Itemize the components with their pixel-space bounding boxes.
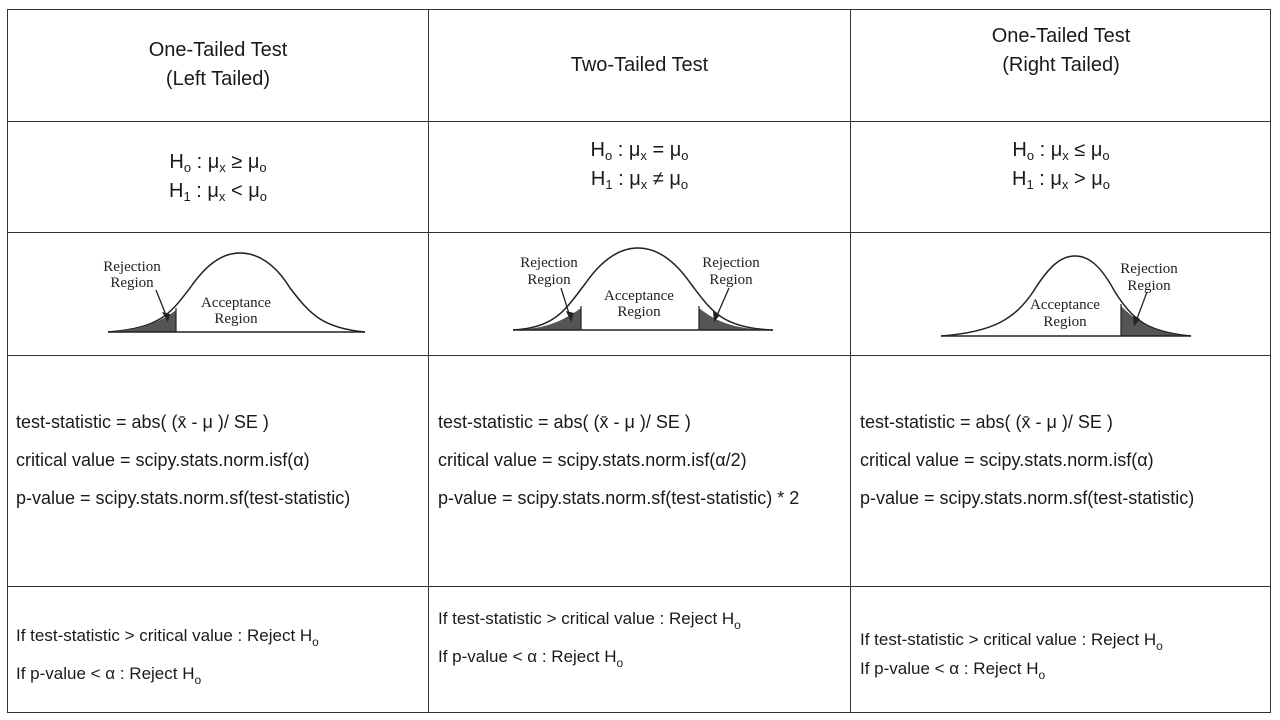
table-border-left (7, 9, 8, 713)
table-border-top (7, 9, 1271, 10)
table-border-right (1270, 9, 1271, 713)
reject-rule-p-value: If p-value < α : Reject Ho (16, 664, 202, 687)
rejection-label: Region (1127, 278, 1171, 294)
rejection-region-shade (1121, 306, 1191, 336)
hypotheses-cell-right: Ho : μx ≤ μo H1 : μx > μo (851, 136, 1271, 194)
rejection-arrow-head (566, 311, 574, 322)
header-cell-two-tailed: Two-Tailed Test (429, 51, 850, 80)
rejection-region-shade (513, 308, 581, 330)
p-value-formula: p-value = scipy.stats.norm.sf(test-stati… (16, 488, 351, 508)
table-border-bottom (7, 712, 1271, 713)
alternative-hypothesis: H1 : μx ≠ μo (590, 168, 689, 192)
formulas-cell-two: test-statistic = abs( (x̄ - μ )/ SE ) cr… (438, 412, 848, 526)
reject-rule-critical: If test-statistic > critical value : Rej… (860, 630, 1163, 653)
decision-cell-right: If test-statistic > critical value : Rej… (860, 630, 1268, 682)
two-tailed-distribution-diagram: Rejection Region Acceptance Region Rejec… (512, 247, 774, 331)
acceptance-label: Region (214, 311, 258, 327)
null-hypothesis: Ho : μx = μo (590, 139, 689, 163)
reject-rule-critical: If test-statistic > critical value : Rej… (16, 626, 319, 649)
rejection-label: Rejection (103, 259, 161, 275)
acceptance-label: Region (617, 304, 661, 320)
header-subtitle: (Left Tailed) (165, 68, 271, 90)
distribution-curve (107, 252, 366, 333)
rejection-label: Region (110, 275, 154, 291)
rejection-label: Region (527, 272, 571, 288)
rejection-label: Rejection (1120, 261, 1178, 277)
header-cell-right-tailed: One-Tailed Test (Right Tailed) (851, 22, 1271, 80)
column-divider (850, 9, 851, 713)
formulas-cell-right: test-statistic = abs( (x̄ - μ )/ SE ) cr… (860, 412, 1268, 526)
decision-cell-left: If test-statistic > critical value : Rej… (16, 626, 426, 687)
alternative-hypothesis: H1 : μx < μo (169, 180, 267, 204)
critical-value-formula: critical value = scipy.stats.norm.isf(α) (860, 450, 1154, 470)
rejection-arrow-head (1133, 315, 1140, 326)
test-statistic-formula: test-statistic = abs( (x̄ - μ )/ SE ) (860, 412, 1113, 432)
critical-value-formula: critical value = scipy.stats.norm.isf(α) (16, 450, 310, 470)
test-statistic-formula: test-statistic = abs( (x̄ - μ )/ SE ) (16, 412, 269, 432)
row-divider (7, 355, 1271, 356)
left-tailed-distribution-diagram: Rejection Region Acceptance Region (103, 252, 366, 333)
header-title: One-Tailed Test (991, 25, 1131, 47)
decision-cell-two: If test-statistic > critical value : Rej… (438, 609, 848, 670)
header-title: Two-Tailed Test (570, 54, 709, 76)
reject-rule-p-value: If p-value < α : Reject Ho (438, 647, 624, 670)
rejection-arrow-head (162, 312, 170, 322)
row-divider (7, 232, 1271, 233)
reject-rule-critical: If test-statistic > critical value : Rej… (438, 609, 741, 632)
header-title: One-Tailed Test (148, 39, 288, 61)
rejection-arrow-head (713, 311, 720, 322)
acceptance-label: Acceptance (201, 295, 271, 311)
rejection-label: Region (709, 272, 753, 288)
null-hypothesis: Ho : μx ≥ μo (169, 151, 267, 175)
p-value-formula: p-value = scipy.stats.norm.sf(test-stati… (860, 488, 1195, 508)
formulas-cell-left: test-statistic = abs( (x̄ - μ )/ SE ) cr… (16, 412, 426, 526)
row-divider (7, 121, 1271, 122)
critical-value-formula: critical value = scipy.stats.norm.isf(α/… (438, 450, 747, 470)
hypotheses-cell-left: Ho : μx ≥ μo H1 : μx < μo (8, 148, 428, 206)
reject-rule-p-value: If p-value < α : Reject Ho (860, 659, 1046, 682)
acceptance-label: Region (1043, 314, 1087, 330)
rejection-label: Rejection (702, 255, 760, 271)
rejection-region-shade (108, 310, 176, 332)
distribution-curve (512, 247, 774, 331)
right-tailed-distribution-diagram: Rejection Region Acceptance Region (940, 255, 1192, 337)
rejection-label: Rejection (520, 255, 578, 271)
rejection-region-shade (699, 308, 773, 330)
p-value-formula: p-value = scipy.stats.norm.sf(test-stati… (438, 488, 800, 508)
null-hypothesis: Ho : μx ≤ μo (1012, 139, 1110, 163)
column-divider (428, 9, 429, 713)
hypotheses-cell-two: Ho : μx = μo H1 : μx ≠ μo (429, 136, 850, 194)
row-divider (7, 586, 1271, 587)
header-subtitle: (Right Tailed) (1002, 54, 1120, 76)
acceptance-label: Acceptance (604, 288, 674, 304)
header-cell-left-tailed: One-Tailed Test (Left Tailed) (8, 36, 428, 94)
test-statistic-formula: test-statistic = abs( (x̄ - μ )/ SE ) (438, 412, 691, 432)
alternative-hypothesis: H1 : μx > μo (1012, 168, 1110, 192)
acceptance-label: Acceptance (1030, 297, 1100, 313)
